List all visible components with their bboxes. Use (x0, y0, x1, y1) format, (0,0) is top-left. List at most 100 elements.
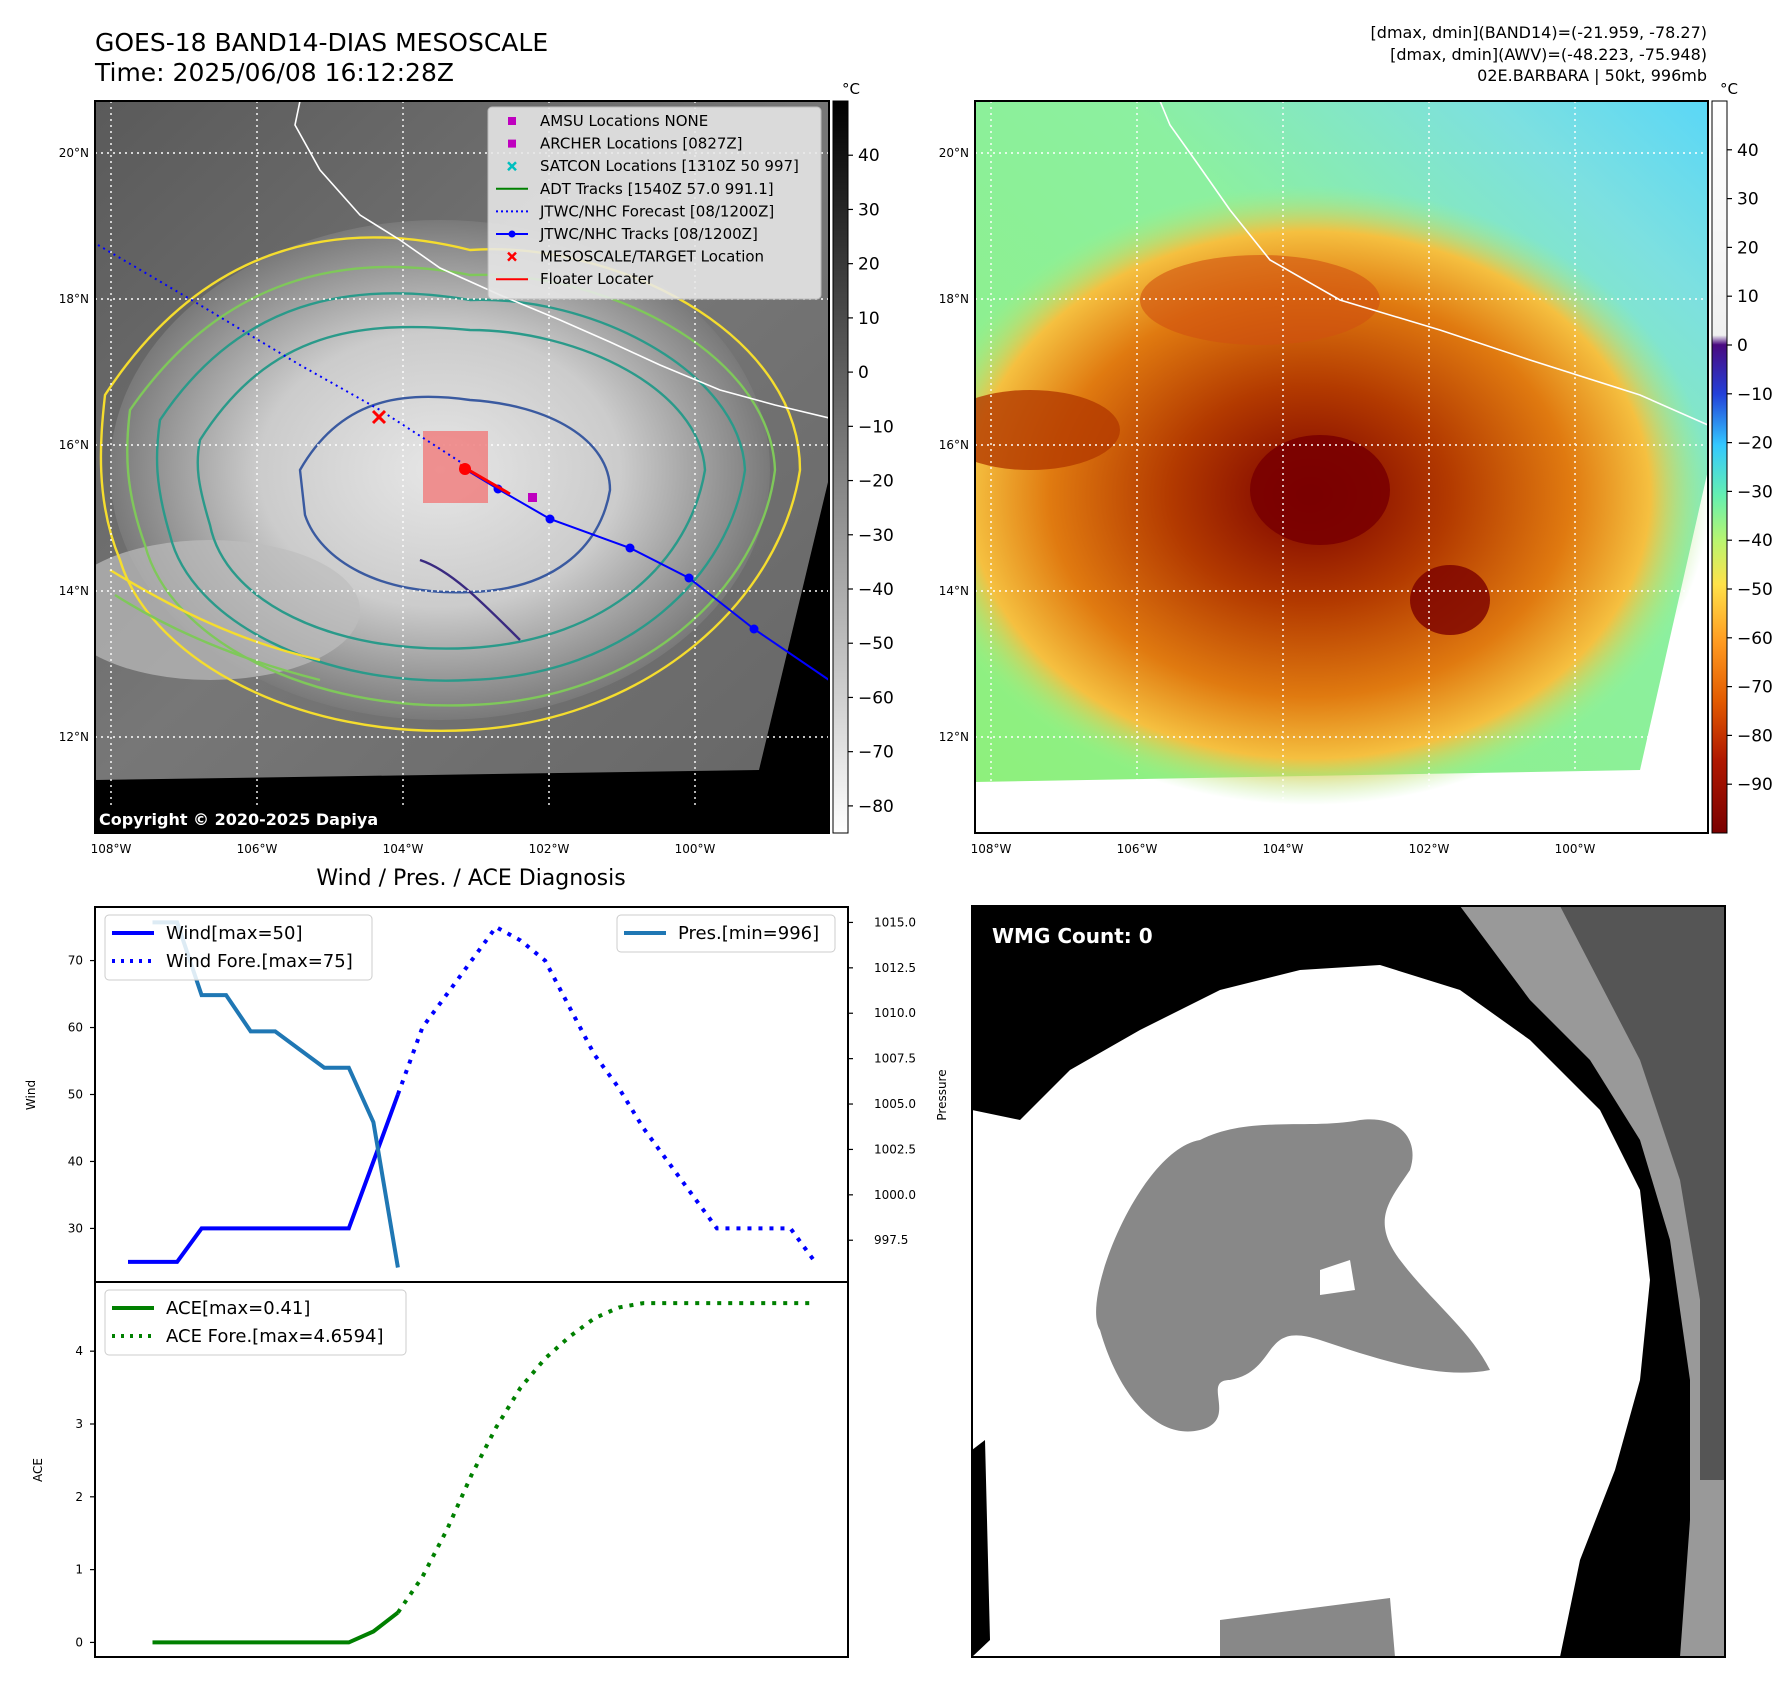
wmg-label-box (985, 921, 1162, 951)
wind-axis-label: Wind (24, 1080, 38, 1110)
colorbar-tick-label: 0 (1737, 336, 1748, 356)
dmax-awv: [dmax, dmin](AWV)=(-48.223, -75.948) (1390, 45, 1707, 64)
colorbar-tick-label: −60 (858, 688, 894, 708)
lon-tick-label: 108°W (91, 842, 132, 856)
awv-coastline (1159, 101, 1708, 426)
wind-legend: Wind[max=50] Wind Fore.[max=75] (104, 914, 373, 981)
wmg-panel: WMG Count: 0 (971, 905, 1726, 1658)
y2-tick-label: 1002.5 (874, 1142, 916, 1156)
legend-label: Floater Locater (540, 270, 654, 288)
floater-point (459, 463, 471, 475)
awv-map-panel (974, 100, 1709, 834)
lon-tick-label: 100°W (675, 842, 716, 856)
y-tick-label: 3 (75, 1417, 83, 1431)
legend-item: Floater Locater (496, 270, 654, 288)
legend-item: ADT Tracks [1540Z 57.0 991.1] (496, 180, 774, 198)
legend-ace-forecast: ACE Fore.[max=4.6594] (166, 1326, 384, 1347)
legend-wind: Wind[max=50] (166, 923, 303, 944)
figure-title: GOES-18 BAND14-DIAS MESOSCALE (95, 28, 548, 57)
copyright-bar (95, 806, 829, 833)
wmg-dark-outer (1560, 906, 1725, 1480)
awv-core (1250, 435, 1390, 545)
lat-tick-label: 18°N (59, 292, 89, 306)
colorbar-tick-label: −70 (858, 743, 894, 763)
legend-item: SATCON Locations [1310Z 50 997] (507, 157, 799, 175)
y-tick-label: 50 (68, 1088, 83, 1102)
lon-tick-label: 102°W (1409, 842, 1450, 856)
target-marker (371, 409, 387, 425)
storm-info: 02E.BARBARA | 50kt, 996mb (1477, 66, 1707, 85)
legend-label: JTWC/NHC Forecast [08/1200Z] (539, 202, 774, 220)
colorbar-tick-label: 0 (858, 363, 869, 383)
ir-colorbar-unit: °C (842, 80, 860, 98)
y-tick-label: 60 (68, 1021, 83, 1035)
y-tick-label: 1 (75, 1563, 83, 1577)
colorbar-tick-label: −30 (1737, 482, 1773, 502)
y2-tick-label: 1005.0 (874, 1097, 916, 1111)
colorbar-tick-label: 10 (858, 309, 880, 329)
lat-tick-label: 20°N (59, 146, 89, 160)
legend-label: ADT Tracks [1540Z 57.0 991.1] (540, 180, 774, 198)
legend-label: JTWC/NHC Tracks [08/1200Z] (539, 225, 758, 243)
colorbar-tick-label: −40 (858, 580, 894, 600)
ir-contours (99, 236, 802, 733)
colorbar-tick-label: −60 (1737, 629, 1773, 649)
awv-cell-east (1410, 565, 1490, 635)
ir-map-panel: Copyright © 2020-2025 Dapiya AMSU Locati… (94, 100, 830, 834)
wmg-frame (971, 905, 1726, 1658)
ace-axis-label: ACE (31, 1458, 45, 1482)
lat-tick-label: 16°N (939, 438, 969, 452)
lat-tick-label: 16°N (59, 438, 89, 452)
ir-legend: AMSU Locations NONE ARCHER Locations [082… (487, 106, 822, 300)
awv-colorbar-unit: °C (1720, 80, 1738, 98)
ace-chart: ACE 0 1 2 3 4 ACE[max=0.41] ACE Fore.[max=4.… (31, 1281, 849, 1658)
series-line-ace-fore- (396, 1301, 815, 1614)
lat-tick-label: 12°N (939, 730, 969, 744)
colorbar-tick-label: 40 (858, 146, 880, 166)
y2-tick-label: 1007.5 (874, 1052, 916, 1066)
y-tick-label: 40 (68, 1154, 83, 1168)
legend-ace: ACE[max=0.41] (166, 1298, 310, 1319)
series-line-wind (128, 1093, 400, 1264)
colorbar-tick-label: −20 (1737, 434, 1773, 454)
y2-tick-label: 997.5 (874, 1233, 908, 1247)
lon-tick-label: 106°W (1117, 842, 1158, 856)
archer-marker (528, 493, 537, 502)
lat-tick-label: 18°N (939, 292, 969, 306)
colorbar-tick-label: 30 (858, 200, 880, 220)
colorbar-tick-label: 20 (858, 255, 880, 275)
legend-item: AMSU Locations NONE (508, 112, 708, 130)
lon-tick-label: 106°W (237, 842, 278, 856)
legend-item: JTWC/NHC Forecast [08/1200Z] (496, 202, 774, 220)
y2-tick-label: 1000.0 (874, 1188, 916, 1202)
ir-frame (94, 100, 830, 834)
legend-item: ARCHER Locations [0827Z] (508, 135, 743, 153)
series-line-ace (152, 1611, 400, 1645)
colorbar-tick-label: −20 (858, 472, 894, 492)
legend-label: MESOSCALE/TARGET Location (540, 248, 764, 266)
awv-gridlines (975, 101, 1708, 833)
ace-legend: ACE[max=0.41] ACE Fore.[max=4.6594] (104, 1289, 407, 1356)
diagnosis-title: Wind / Pres. / ACE Diagnosis (316, 866, 625, 891)
legend-label: SATCON Locations [1310Z 50 997] (540, 157, 799, 175)
lat-tick-label: 12°N (59, 730, 89, 744)
lon-tick-label: 102°W (529, 842, 570, 856)
colorbar-tick-label: −70 (1737, 678, 1773, 698)
y2-tick-label: 1010.0 (874, 1006, 916, 1020)
colorbar-tick-label: 30 (1737, 190, 1759, 210)
colorbar-tick-label: −50 (858, 634, 894, 654)
y-tick-label: 2 (75, 1490, 83, 1504)
pressure-legend: Pres.[min=996] (616, 914, 836, 953)
y-tick-label: 70 (68, 954, 83, 968)
wmg-gray-bottom (1220, 1598, 1395, 1657)
copyright: Copyright © 2020-2025 Dapiya (99, 810, 378, 829)
lon-tick-label: 104°W (1263, 842, 1304, 856)
colorbar-tick-label: −10 (858, 417, 894, 437)
colorbar-tick-label: 10 (1737, 287, 1759, 307)
legend-marker (508, 117, 516, 125)
colorbar-tick-label: −40 (1737, 531, 1773, 551)
wmg-gray-core (1096, 1119, 1490, 1432)
legend-label: ARCHER Locations [0827Z] (540, 135, 743, 153)
lat-tick-label: 20°N (939, 146, 969, 160)
